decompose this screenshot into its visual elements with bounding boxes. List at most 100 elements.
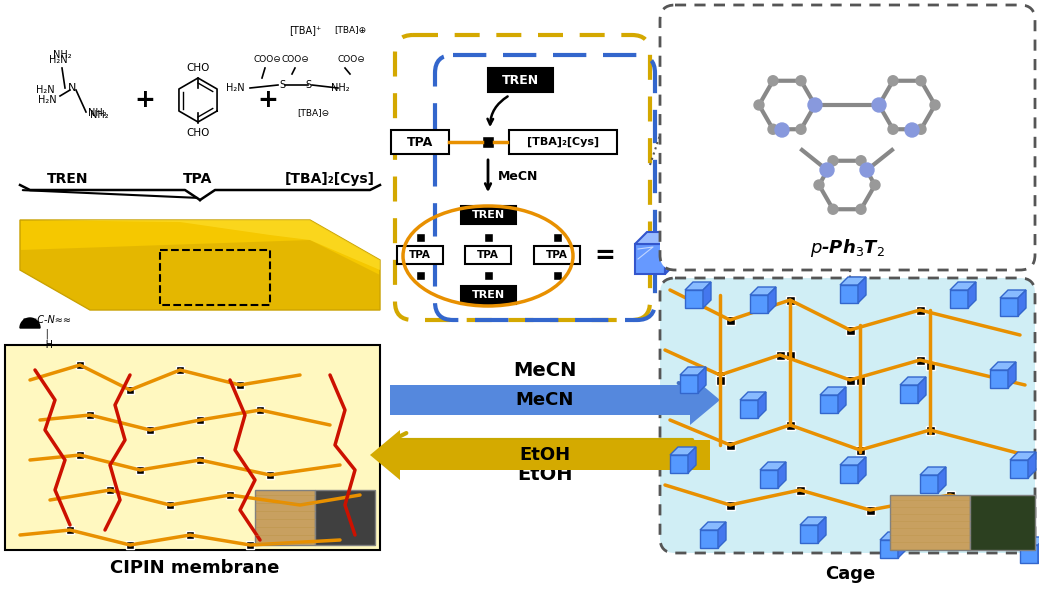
Polygon shape	[1008, 362, 1016, 388]
Polygon shape	[670, 447, 696, 455]
FancyBboxPatch shape	[465, 246, 511, 264]
Text: EtOH: EtOH	[517, 465, 572, 485]
Polygon shape	[970, 522, 996, 530]
FancyBboxPatch shape	[397, 246, 443, 264]
FancyBboxPatch shape	[509, 130, 617, 154]
Text: NH₂: NH₂	[87, 108, 106, 118]
Bar	[855, 375, 864, 384]
Polygon shape	[1020, 545, 1038, 563]
Circle shape	[888, 124, 898, 134]
Circle shape	[860, 163, 874, 177]
Text: NH₂: NH₂	[330, 83, 349, 93]
Bar	[160, 250, 270, 305]
Polygon shape	[900, 377, 926, 385]
Circle shape	[856, 156, 865, 166]
Text: [TBA]₂[Cys]: [TBA]₂[Cys]	[527, 137, 600, 147]
Text: COO⊖: COO⊖	[337, 55, 365, 64]
Text: EtOH: EtOH	[520, 446, 570, 464]
Polygon shape	[820, 387, 846, 395]
Text: TREN: TREN	[472, 210, 505, 220]
Bar	[106, 486, 114, 494]
Polygon shape	[990, 370, 1008, 388]
Circle shape	[796, 76, 806, 86]
Polygon shape	[20, 220, 380, 310]
Polygon shape	[685, 282, 711, 290]
Text: |: |	[30, 329, 49, 339]
Bar	[725, 440, 735, 449]
Polygon shape	[703, 282, 711, 308]
Circle shape	[810, 100, 820, 110]
Polygon shape	[758, 392, 766, 418]
FancyBboxPatch shape	[660, 5, 1035, 270]
Bar	[846, 325, 854, 334]
Bar	[196, 456, 204, 464]
Polygon shape	[970, 530, 988, 548]
Polygon shape	[778, 462, 785, 488]
FancyBboxPatch shape	[460, 206, 515, 224]
Bar	[945, 491, 955, 499]
Bar	[785, 421, 795, 430]
Polygon shape	[840, 285, 858, 303]
Circle shape	[916, 124, 926, 134]
Text: TREN: TREN	[502, 73, 538, 86]
Polygon shape	[718, 522, 726, 548]
Text: TREN: TREN	[47, 172, 88, 186]
Bar	[846, 375, 854, 384]
Bar	[716, 371, 724, 380]
Polygon shape	[750, 287, 776, 295]
Bar	[553, 271, 561, 280]
Text: Cage: Cage	[825, 565, 875, 583]
Wedge shape	[20, 318, 39, 328]
Bar	[296, 501, 304, 509]
Text: MeCN: MeCN	[513, 361, 577, 380]
Circle shape	[870, 180, 880, 190]
Text: TPA: TPA	[409, 250, 431, 260]
Text: H₂N: H₂N	[36, 85, 55, 95]
Bar	[136, 466, 144, 474]
Bar	[126, 541, 134, 549]
Bar	[775, 350, 784, 359]
Bar	[416, 232, 425, 241]
Bar	[796, 486, 804, 495]
Text: CHO: CHO	[186, 63, 210, 73]
Bar	[553, 232, 561, 241]
Bar	[166, 501, 174, 509]
Bar	[176, 366, 184, 374]
Bar	[86, 411, 94, 419]
Polygon shape	[670, 455, 688, 473]
Polygon shape	[700, 530, 718, 548]
Polygon shape	[698, 367, 705, 393]
Bar	[196, 416, 204, 424]
Bar	[483, 271, 492, 280]
Polygon shape	[20, 240, 380, 310]
Polygon shape	[900, 385, 918, 403]
Polygon shape	[820, 395, 838, 413]
Circle shape	[888, 76, 898, 86]
Polygon shape	[938, 467, 945, 493]
Bar	[416, 271, 425, 280]
Text: CIPIN membrane: CIPIN membrane	[110, 559, 279, 577]
Bar	[227, 491, 234, 499]
Polygon shape	[700, 522, 726, 530]
Circle shape	[768, 76, 778, 86]
Circle shape	[814, 180, 824, 190]
Circle shape	[796, 124, 806, 134]
Text: H₂N: H₂N	[37, 95, 56, 105]
Text: TPA: TPA	[477, 250, 499, 260]
Polygon shape	[680, 375, 698, 393]
Text: TPA: TPA	[183, 172, 213, 186]
Polygon shape	[1000, 290, 1025, 298]
FancyBboxPatch shape	[487, 68, 553, 92]
Circle shape	[930, 100, 940, 110]
Polygon shape	[688, 447, 696, 473]
Bar	[725, 501, 735, 510]
FancyBboxPatch shape	[660, 278, 1035, 553]
Text: =: =	[594, 244, 615, 268]
Bar	[315, 490, 375, 545]
Polygon shape	[818, 517, 826, 543]
Bar	[915, 355, 925, 365]
Bar	[76, 451, 84, 459]
Polygon shape	[840, 465, 858, 483]
Circle shape	[828, 204, 838, 214]
Bar	[716, 375, 724, 384]
